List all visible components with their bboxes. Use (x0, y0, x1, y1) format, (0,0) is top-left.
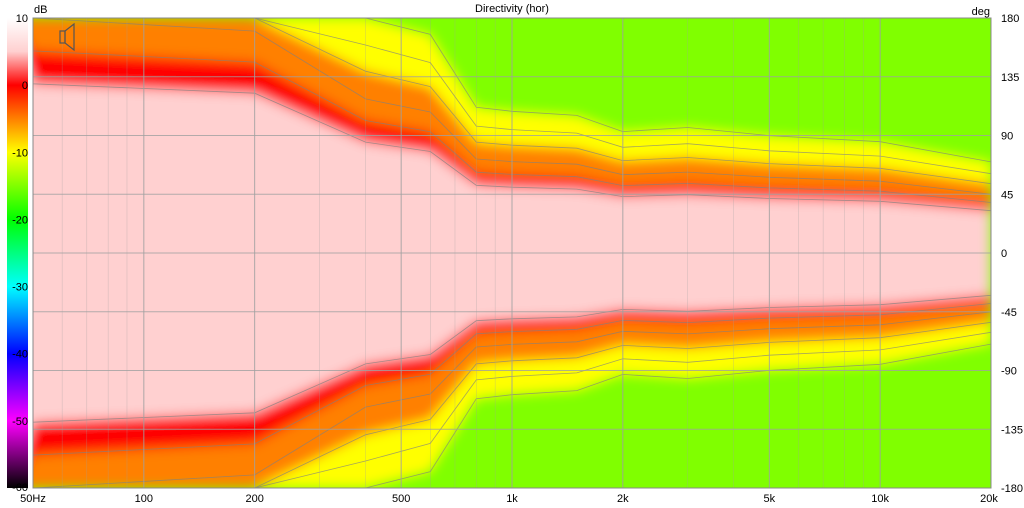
y-tick-label: 0 (1001, 248, 1007, 260)
chart-title: Directivity (hor) (475, 3, 549, 15)
x-tick-label: 100 (135, 493, 153, 505)
y-tick-label: -90 (1001, 366, 1017, 378)
y-tick-label: 90 (1001, 131, 1013, 143)
x-tick-label: 10k (871, 493, 889, 505)
colorbar-unit: dB (34, 4, 47, 16)
y-tick-label: 45 (1001, 189, 1013, 201)
plot-border (32, 17, 992, 489)
x-tick-label: 20k (980, 493, 998, 505)
y-axis-ticks: 180 135 90 45 0 -45 -90 -135 -180 (1001, 13, 1023, 495)
y-tick-label: 135 (1001, 72, 1019, 84)
x-tick-label: 2k (617, 493, 629, 505)
colorbar-tick-label: 0 (22, 80, 28, 92)
colorbar-tick-label: -30 (12, 282, 28, 294)
colorbar-tick-label: -40 (12, 349, 28, 361)
colorbar (7, 18, 28, 488)
x-axis-ticks: 50Hz 100 200 500 1k 2k 5k 10k 20k (20, 493, 998, 505)
x-tick-label: 500 (392, 493, 410, 505)
y-tick-label: -180 (1001, 483, 1023, 495)
colorbar-tick-label: 10 (16, 13, 28, 25)
x-tick-label: 5k (764, 493, 776, 505)
x-tick-label: 50Hz (20, 493, 46, 505)
colorbar-tick-label: -60 (12, 482, 28, 494)
colorbar-tick-label: -10 (12, 147, 28, 159)
colorbar-ticks: 10 0 -10 -20 -30 -40 -50 -60 (12, 13, 28, 494)
speaker-icon (59, 22, 75, 52)
colorbar-tick-label: -20 (12, 214, 28, 226)
colorbar-tick-label: -50 (12, 416, 28, 428)
x-tick-label: 200 (245, 493, 263, 505)
x-tick-label: 1k (506, 493, 518, 505)
heatmap-plot (33, 18, 991, 488)
y-tick-label: -45 (1001, 307, 1017, 319)
y-tick-label: 180 (1001, 13, 1019, 25)
y-tick-label: -135 (1001, 424, 1023, 436)
y-axis-unit: deg (972, 6, 990, 18)
